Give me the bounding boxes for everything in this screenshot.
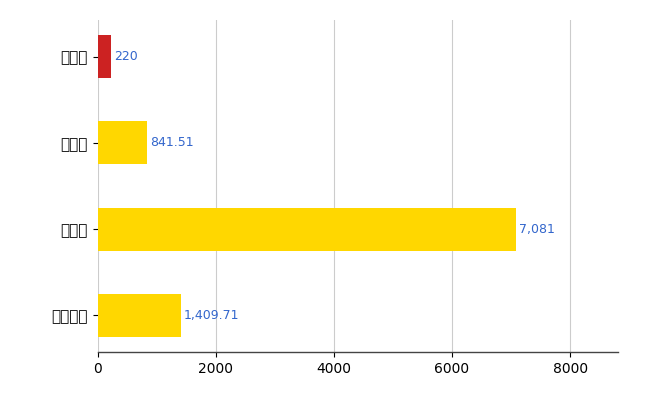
Text: 7,081: 7,081 — [519, 223, 555, 236]
Text: 841.51: 841.51 — [151, 136, 194, 149]
Bar — [98, 208, 516, 251]
Bar — [98, 35, 111, 78]
Bar — [98, 294, 181, 337]
Text: 1,409.71: 1,409.71 — [184, 309, 240, 322]
Bar — [98, 121, 148, 164]
Text: 220: 220 — [114, 50, 138, 63]
